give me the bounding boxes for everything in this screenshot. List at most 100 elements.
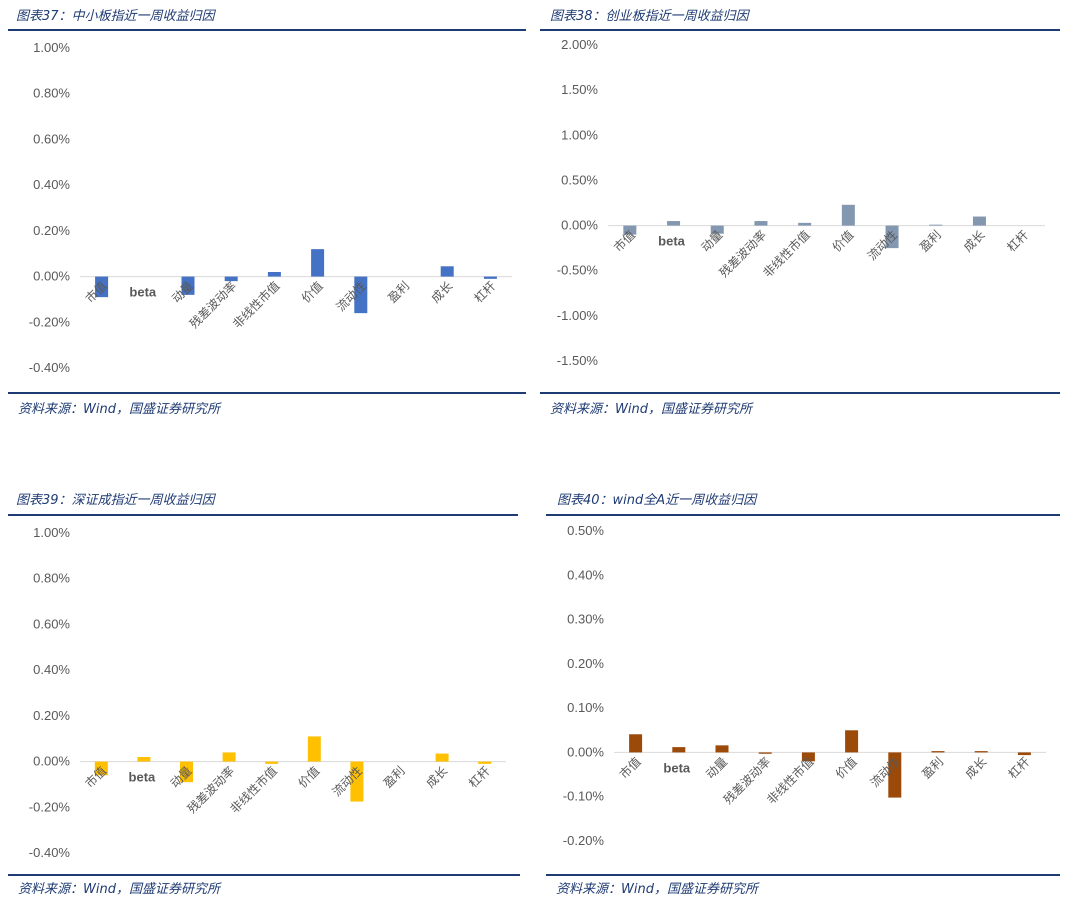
title-rule-2 — [540, 29, 1060, 31]
source-note-2: 资料来源：Wind，国盛证券研究所 — [550, 402, 752, 417]
x-category-label: 盈利 — [919, 755, 946, 782]
y-tick-label: 2.00% — [561, 37, 598, 52]
x-category-label: 动量 — [703, 755, 730, 782]
x-category-label: 成长 — [962, 755, 989, 782]
x-category-label: 杠杆 — [465, 763, 493, 791]
source-note-1: 资料来源：Wind，国盛证券研究所 — [18, 402, 220, 417]
chart-title-3: 图表39：深证成指近一周收益归因 — [16, 493, 215, 508]
bar-流动性 — [350, 761, 364, 802]
bar-非线性市值 — [265, 761, 279, 764]
y-tick-label: -0.40% — [29, 360, 71, 375]
y-tick-label: -1.00% — [557, 308, 599, 323]
y-tick-label: 0.50% — [561, 172, 598, 187]
y-tick-label: 1.00% — [33, 40, 70, 55]
y-tick-label: -1.50% — [557, 353, 599, 368]
bar-非线性市值 — [267, 272, 281, 277]
bar-动量 — [180, 761, 193, 783]
x-category-label: 盈利 — [917, 228, 944, 255]
bar-成长 — [440, 266, 454, 277]
x-category-label: 非线性市值 — [229, 278, 282, 331]
bar-beta — [672, 747, 686, 753]
y-tick-label: 0.00% — [567, 744, 604, 759]
x-category-label: 非线性市值 — [763, 754, 816, 807]
bar-chart-1: -0.40% -0.20% 0.00% 0.20% 0.40% 0.60% 0.80% 1.0… — [29, 40, 512, 375]
bar-chart-4: -0.20% -0.10% 0.00% 0.10% 0.20% 0.30% 0.40% 0.5… — [563, 523, 1046, 848]
bar-非线性市值 — [798, 222, 812, 226]
bar-流动性 — [888, 752, 902, 798]
source-rule-2 — [540, 392, 1060, 394]
bar-残差波动率 — [754, 221, 768, 226]
bar-盈利 — [931, 751, 945, 753]
x-category-label: 成长 — [961, 228, 988, 255]
x-category-label: 非线性市值 — [227, 763, 280, 816]
bar-价值 — [307, 736, 321, 762]
bar-市值 — [94, 761, 108, 776]
title-rule-4 — [546, 514, 1060, 516]
bar-价值 — [311, 249, 325, 277]
source-rule-3 — [8, 874, 520, 876]
y-tick-label: 0.40% — [33, 662, 70, 677]
bar-流动性 — [885, 225, 899, 249]
y-tick-label: 0.50% — [567, 523, 604, 538]
bar-动量 — [181, 276, 195, 295]
bar-成长 — [974, 751, 988, 753]
x-category-label: 成长 — [423, 764, 450, 791]
y-tick-label: 0.80% — [33, 86, 70, 101]
bar-价值 — [841, 204, 855, 226]
bar-盈利 — [929, 224, 943, 226]
source-rule-4 — [546, 874, 1060, 876]
x-category-label: 价值 — [298, 278, 326, 306]
y-tick-label: 0.00% — [561, 218, 598, 233]
y-tick-label: 0.00% — [33, 269, 70, 284]
bar-杠杆 — [478, 761, 492, 764]
title-rule-3 — [8, 514, 518, 516]
x-category-label: 成长 — [428, 279, 455, 306]
x-category-label: 盈利 — [385, 279, 412, 306]
y-tick-label: 1.50% — [561, 82, 598, 97]
bar-chart-2: -1.50% -1.00% -0.50% 0.00% 0.50% 1.00% 1.50% 2.… — [557, 37, 1045, 368]
y-tick-label: 0.00% — [33, 754, 70, 769]
source-note-3: 资料来源：Wind，国盛证券研究所 — [18, 882, 220, 897]
x-category-label: beta — [658, 234, 686, 249]
bar-价值 — [845, 730, 859, 753]
title-rule-1 — [8, 29, 526, 31]
bar-市值 — [629, 734, 643, 753]
bar-beta — [137, 757, 151, 762]
bar-残差波动率 — [758, 752, 772, 754]
chart-title-1: 图表37：中小板指近一周收益归因 — [16, 9, 215, 24]
y-tick-label: 1.00% — [561, 127, 598, 142]
bar-市值 — [623, 225, 637, 235]
bar-beta — [667, 221, 681, 226]
bar-杠杆 — [483, 276, 497, 279]
y-tick-label: 0.20% — [33, 708, 70, 723]
x-category-label: beta — [129, 770, 157, 785]
x-category-label: 杠杆 — [471, 278, 499, 306]
x-category-label: 非线性市值 — [760, 227, 813, 280]
y-tick-label: 0.80% — [33, 571, 70, 586]
x-category-label: 价值 — [829, 227, 857, 255]
x-category-label: 市值 — [616, 754, 644, 782]
chart-title-4: 图表40：wind全A近一周收益归因 — [557, 493, 757, 508]
source-rule-1 — [8, 392, 526, 394]
bar-成长 — [435, 753, 449, 762]
bar-动量 — [710, 225, 724, 234]
y-tick-label: 0.60% — [33, 131, 70, 146]
bar-非线性市值 — [801, 752, 815, 762]
bar-残差波动率 — [224, 276, 238, 282]
bar-动量 — [715, 745, 729, 753]
y-tick-label: 0.20% — [567, 656, 604, 671]
x-category-label: beta — [129, 285, 157, 300]
x-category-label: 杠杆 — [1005, 754, 1033, 782]
y-tick-label: -0.20% — [29, 799, 71, 814]
x-category-label: 价值 — [832, 754, 860, 782]
y-tick-label: 0.30% — [567, 612, 604, 627]
y-tick-label: -0.20% — [29, 314, 71, 329]
bar-杠杆 — [1017, 752, 1031, 756]
bar-chart-3: -0.40% -0.20% 0.00% 0.20% 0.40% 0.60% 0.80% 1.0… — [29, 525, 506, 860]
x-category-label: 盈利 — [381, 764, 408, 791]
y-tick-label: -0.40% — [29, 845, 71, 860]
bar-残差波动率 — [222, 752, 236, 762]
y-tick-label: 0.20% — [33, 223, 70, 238]
chart-title-2: 图表38：创业板指近一周收益归因 — [550, 9, 749, 24]
x-category-label: 杠杆 — [1004, 227, 1032, 255]
